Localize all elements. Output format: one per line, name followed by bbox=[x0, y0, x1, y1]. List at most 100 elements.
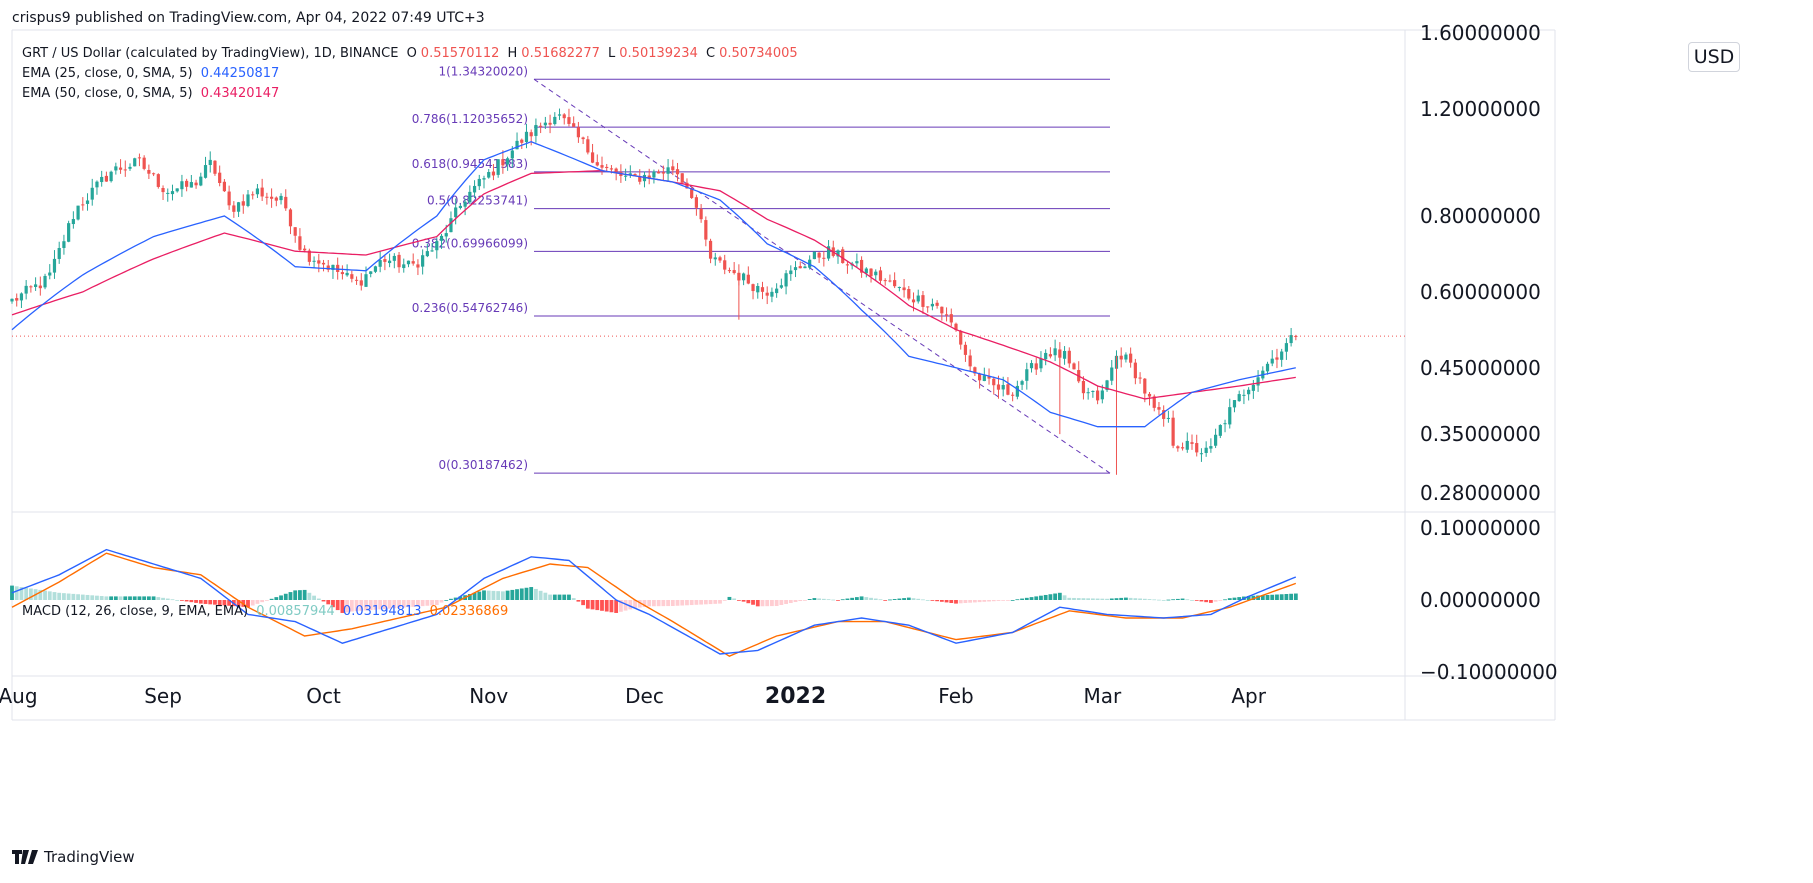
candle[interactable] bbox=[378, 251, 382, 273]
candle[interactable] bbox=[170, 184, 175, 201]
candle[interactable] bbox=[251, 191, 255, 200]
candle[interactable] bbox=[775, 283, 779, 298]
candle[interactable] bbox=[534, 118, 538, 143]
candle[interactable] bbox=[600, 156, 604, 175]
candle[interactable] bbox=[713, 252, 717, 266]
candle[interactable] bbox=[746, 266, 750, 285]
candle[interactable] bbox=[1242, 389, 1246, 405]
candle[interactable] bbox=[888, 274, 892, 283]
candle[interactable] bbox=[34, 277, 38, 291]
candle[interactable] bbox=[331, 264, 335, 279]
candle[interactable] bbox=[241, 194, 245, 214]
candle[interactable] bbox=[864, 267, 868, 278]
candle[interactable] bbox=[482, 175, 486, 189]
candle[interactable] bbox=[1053, 339, 1057, 362]
candle[interactable] bbox=[548, 114, 552, 134]
candle[interactable] bbox=[723, 254, 727, 275]
candle[interactable] bbox=[1162, 405, 1166, 427]
candle[interactable] bbox=[1039, 351, 1043, 373]
candle[interactable] bbox=[1096, 386, 1100, 405]
candle[interactable] bbox=[784, 270, 788, 295]
candle[interactable] bbox=[1204, 441, 1208, 457]
candle[interactable] bbox=[416, 259, 420, 276]
candle[interactable] bbox=[855, 253, 859, 268]
candle[interactable] bbox=[43, 273, 47, 290]
candle[interactable] bbox=[1015, 380, 1019, 400]
candle[interactable] bbox=[222, 179, 226, 193]
candle[interactable] bbox=[793, 261, 798, 278]
candle[interactable] bbox=[1185, 432, 1189, 453]
candle[interactable] bbox=[1077, 361, 1081, 384]
candle[interactable] bbox=[732, 262, 736, 275]
symbol-legend[interactable]: GRT / US Dollar (calculated by TradingVi… bbox=[22, 46, 802, 61]
candle[interactable] bbox=[727, 267, 732, 274]
candle[interactable] bbox=[1256, 370, 1260, 392]
candle[interactable] bbox=[628, 165, 632, 178]
candle[interactable] bbox=[477, 174, 481, 191]
candle[interactable] bbox=[10, 298, 14, 304]
candle[interactable] bbox=[218, 165, 222, 187]
candle[interactable] bbox=[397, 251, 401, 273]
candle[interactable] bbox=[562, 113, 566, 125]
candle[interactable] bbox=[472, 180, 477, 199]
candle[interactable] bbox=[1129, 347, 1133, 368]
candle[interactable] bbox=[232, 201, 236, 218]
candle[interactable] bbox=[614, 167, 618, 181]
candle[interactable] bbox=[576, 121, 580, 143]
candle[interactable] bbox=[1195, 434, 1199, 457]
candle[interactable] bbox=[369, 271, 373, 278]
candle[interactable] bbox=[491, 164, 496, 181]
candle[interactable] bbox=[1067, 347, 1071, 368]
candle[interactable] bbox=[930, 298, 934, 311]
candle[interactable] bbox=[1034, 357, 1038, 375]
candle[interactable] bbox=[661, 165, 665, 182]
candle[interactable] bbox=[940, 306, 944, 321]
candle[interactable] bbox=[38, 276, 42, 296]
candle[interactable] bbox=[921, 290, 925, 314]
candle[interactable] bbox=[1289, 327, 1293, 347]
candle[interactable] bbox=[189, 174, 193, 188]
candle[interactable] bbox=[1143, 377, 1147, 403]
candle[interactable] bbox=[812, 251, 816, 260]
candle[interactable] bbox=[841, 246, 845, 264]
candle[interactable] bbox=[770, 287, 774, 303]
candle[interactable] bbox=[742, 272, 746, 286]
candle[interactable] bbox=[694, 194, 698, 216]
candle[interactable] bbox=[147, 164, 151, 179]
candle[interactable] bbox=[760, 281, 765, 300]
candle[interactable] bbox=[543, 116, 547, 129]
candle[interactable] bbox=[274, 196, 278, 207]
candle[interactable] bbox=[996, 375, 1001, 399]
candle[interactable] bbox=[1199, 448, 1204, 462]
candle[interactable] bbox=[803, 265, 807, 269]
candle[interactable] bbox=[321, 259, 326, 272]
candle[interactable] bbox=[152, 172, 156, 177]
candle[interactable] bbox=[487, 169, 491, 179]
candle[interactable] bbox=[411, 253, 415, 266]
candle[interactable] bbox=[260, 178, 264, 201]
candle[interactable] bbox=[836, 249, 840, 264]
candle[interactable] bbox=[883, 278, 887, 286]
candle[interactable] bbox=[270, 188, 274, 208]
candle[interactable] bbox=[392, 253, 396, 269]
candle[interactable] bbox=[826, 240, 831, 261]
candle[interactable] bbox=[166, 188, 170, 202]
candle[interactable] bbox=[675, 162, 680, 182]
candle[interactable] bbox=[85, 193, 90, 211]
candle[interactable] bbox=[1011, 392, 1015, 402]
candle[interactable] bbox=[765, 286, 769, 305]
candle[interactable] bbox=[992, 376, 996, 395]
candle[interactable] bbox=[860, 256, 864, 278]
candle[interactable] bbox=[1237, 390, 1241, 402]
candle[interactable] bbox=[388, 253, 392, 268]
candle[interactable] bbox=[968, 349, 972, 372]
candle[interactable] bbox=[501, 150, 505, 174]
candle[interactable] bbox=[1086, 387, 1090, 400]
candle[interactable] bbox=[425, 243, 429, 258]
candle[interactable] bbox=[1124, 352, 1128, 363]
candle[interactable] bbox=[973, 366, 977, 376]
candle[interactable] bbox=[48, 264, 52, 280]
candle[interactable] bbox=[916, 289, 920, 304]
candle[interactable] bbox=[510, 146, 514, 168]
